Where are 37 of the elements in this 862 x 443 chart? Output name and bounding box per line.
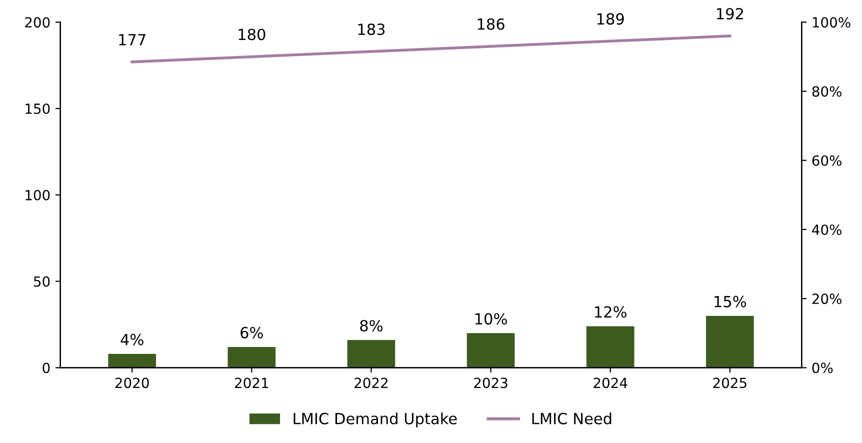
x-tick-label: 2023 [474, 378, 508, 388]
x-tick-label: 2020 [115, 378, 149, 388]
y-tick-label: 0 [42, 362, 50, 374]
data-label: 4% [120, 334, 144, 346]
legend-label: LMIC Demand Uptake [294, 412, 457, 428]
x-tick-label: 2021 [234, 378, 268, 388]
data-label: 183 [358, 24, 385, 36]
y-tick-label: 50 [34, 276, 50, 287]
data-label: 186 [478, 18, 504, 30]
data-label: 192 [717, 8, 743, 20]
bar [108, 354, 156, 368]
data-label: 10% [475, 313, 507, 325]
y2-tick-label: 20% [812, 294, 842, 304]
data-label: 6% [240, 326, 263, 338]
bar [228, 346, 276, 368]
y2-tick-label: 0% [812, 362, 833, 374]
data-label: 189 [597, 13, 624, 25]
bar [586, 326, 634, 368]
y2-tick-label: 60% [812, 155, 842, 166]
x-tick-label: 2024 [594, 378, 628, 388]
data-label: 180 [238, 28, 266, 40]
data-label: 15% [714, 296, 746, 308]
x-tick-label: 2025 [713, 378, 746, 388]
bar [706, 316, 754, 368]
y2-tick-label: 80% [812, 86, 842, 97]
y2-tick-label: 40% [812, 224, 842, 235]
bar [466, 333, 515, 368]
y-tick-label: 100 [26, 190, 50, 200]
bar [347, 340, 396, 368]
legend-label: LMIC Need [532, 412, 612, 424]
data-label: 177 [119, 34, 146, 46]
y2-tick-label: 100% [812, 17, 850, 28]
y-tick-label: 200 [25, 17, 50, 28]
x-tick-label: 2022 [354, 378, 388, 388]
y-tick-label: 150 [26, 104, 50, 114]
data-label: 12% [595, 306, 626, 318]
data-label: 8% [360, 320, 382, 332]
